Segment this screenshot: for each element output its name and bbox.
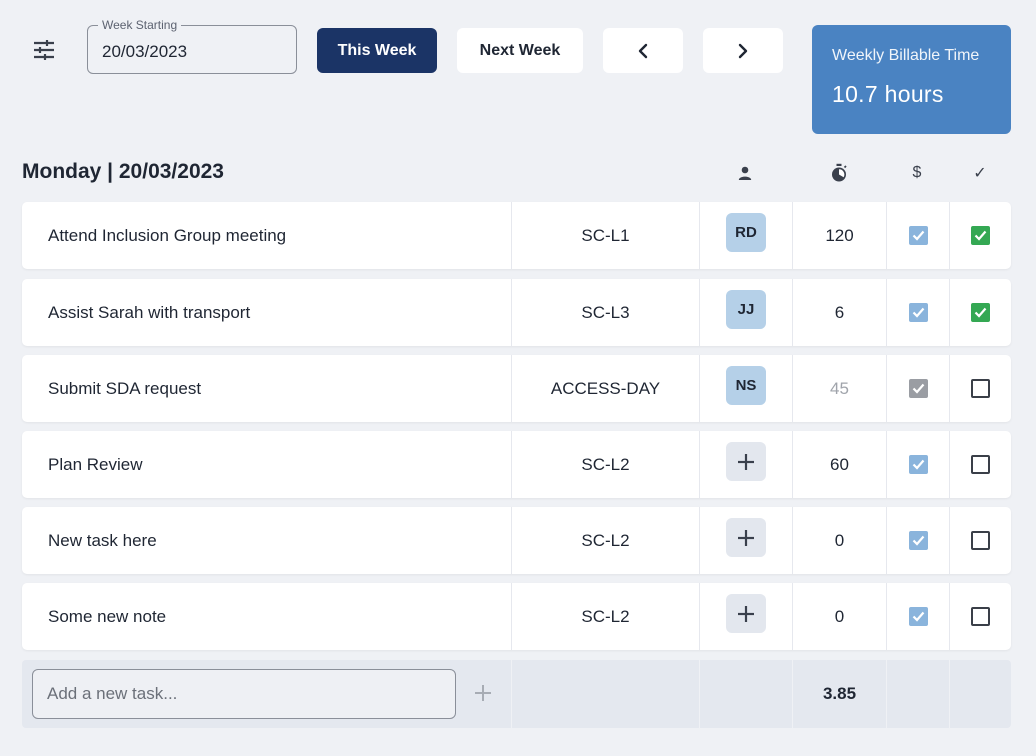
task-row[interactable]: New task here SC-L2 0	[22, 507, 1011, 574]
add-assignee-button[interactable]	[726, 594, 766, 633]
task-billable-cell	[886, 355, 949, 422]
plus-icon	[738, 529, 754, 546]
task-name[interactable]: Attend Inclusion Group meeting	[48, 225, 287, 245]
footer-assign-cell	[699, 660, 792, 728]
plus-icon	[738, 605, 754, 622]
billable-checkbox[interactable]	[908, 531, 928, 550]
weekly-billable-card: Weekly Billable Time 10.7 hours	[812, 25, 1011, 134]
task-name[interactable]: New task here	[48, 530, 157, 550]
new-task-input[interactable]	[32, 669, 456, 719]
dollar-icon: $	[912, 164, 922, 181]
billable-checkbox[interactable]	[908, 303, 928, 322]
billable-checkbox[interactable]	[908, 607, 928, 626]
add-assignee-button[interactable]	[726, 518, 766, 557]
avatar[interactable]: NS	[726, 366, 766, 405]
done-checkbox[interactable]	[971, 455, 990, 474]
day-title: Monday | 20/03/2023	[22, 160, 224, 183]
task-assignee-cell	[699, 431, 792, 498]
task-billable-cell	[886, 583, 949, 650]
this-week-button[interactable]: This Week	[317, 28, 437, 73]
task-done-cell	[949, 279, 1011, 346]
task-time[interactable]: 0	[792, 507, 886, 574]
avatar[interactable]: RD	[726, 213, 766, 252]
done-checkbox[interactable]	[971, 303, 990, 322]
previous-week-button[interactable]	[603, 28, 683, 73]
task-time[interactable]: 60	[792, 431, 886, 498]
task-name[interactable]: Assist Sarah with transport	[48, 302, 251, 322]
sliders-icon	[34, 40, 54, 60]
footer-done-cell	[949, 660, 1011, 728]
task-name[interactable]: Plan Review	[48, 454, 143, 474]
task-row[interactable]: Plan Review SC-L2 60	[22, 431, 1011, 498]
done-checkbox[interactable]	[971, 607, 990, 626]
plus-icon	[738, 453, 754, 470]
total-time: 3.85	[792, 660, 886, 728]
task-billable-cell	[886, 507, 949, 574]
task-billable-cell	[886, 202, 949, 269]
task-name[interactable]: Submit SDA request	[48, 378, 202, 398]
week-starting-input[interactable]	[102, 42, 282, 62]
footer-code-cell	[511, 660, 699, 728]
timer-icon	[828, 162, 850, 184]
billable-checkbox[interactable]	[908, 455, 928, 474]
new-task-row: 3.85	[22, 660, 1011, 728]
task-code[interactable]: ACCESS-DAY	[511, 355, 699, 422]
task-time[interactable]: 45	[792, 355, 886, 422]
task-time[interactable]: 6	[792, 279, 886, 346]
task-row[interactable]: Submit SDA request ACCESS-DAY NS 45	[22, 355, 1011, 422]
next-week-arrow-button[interactable]	[703, 28, 783, 73]
task-code[interactable]: SC-L2	[511, 431, 699, 498]
task-name[interactable]: Some new note	[48, 606, 167, 626]
task-billable-cell	[886, 279, 949, 346]
weekly-billable-value: 10.7 hours	[832, 81, 944, 107]
task-time[interactable]: 0	[792, 583, 886, 650]
add-assignee-button[interactable]	[726, 442, 766, 481]
task-code[interactable]: SC-L2	[511, 507, 699, 574]
task-done-cell	[949, 202, 1011, 269]
chevron-left-icon	[638, 43, 648, 58]
task-code[interactable]: SC-L1	[511, 202, 699, 269]
person-icon	[734, 162, 756, 184]
task-done-cell	[949, 507, 1011, 574]
avatar[interactable]: JJ	[726, 290, 766, 329]
weekly-billable-title: Weekly Billable Time	[832, 47, 980, 64]
done-checkbox[interactable]	[971, 226, 990, 245]
task-code[interactable]: SC-L3	[511, 279, 699, 346]
week-starting-field[interactable]: Week Starting	[87, 18, 297, 74]
task-assignee-cell: RD	[699, 202, 792, 269]
task-assignee-cell	[699, 507, 792, 574]
task-time[interactable]: 120	[792, 202, 886, 269]
add-task-button[interactable]	[472, 682, 494, 704]
next-week-button[interactable]: Next Week	[457, 28, 583, 73]
billable-checkbox[interactable]	[908, 379, 928, 398]
done-checkbox[interactable]	[971, 379, 990, 398]
task-done-cell	[949, 355, 1011, 422]
task-row[interactable]: Some new note SC-L2 0	[22, 583, 1011, 650]
billable-checkbox[interactable]	[908, 226, 928, 245]
done-checkbox[interactable]	[971, 531, 990, 550]
task-billable-cell	[886, 431, 949, 498]
task-row[interactable]: Attend Inclusion Group meeting SC-L1 RD 120	[22, 202, 1011, 269]
task-done-cell	[949, 583, 1011, 650]
task-row[interactable]: Assist Sarah with transport SC-L3 JJ 6	[22, 279, 1011, 346]
filter-button[interactable]	[30, 36, 58, 64]
task-assignee-cell	[699, 583, 792, 650]
chevron-right-icon	[738, 43, 748, 58]
task-assignee-cell: JJ	[699, 279, 792, 346]
check-icon: ✓	[973, 165, 987, 182]
plus-icon	[475, 685, 491, 701]
footer-billable-cell	[886, 660, 949, 728]
week-starting-label: Week Starting	[98, 18, 182, 32]
task-assignee-cell: NS	[699, 355, 792, 422]
task-code[interactable]: SC-L2	[511, 583, 699, 650]
task-done-cell	[949, 431, 1011, 498]
